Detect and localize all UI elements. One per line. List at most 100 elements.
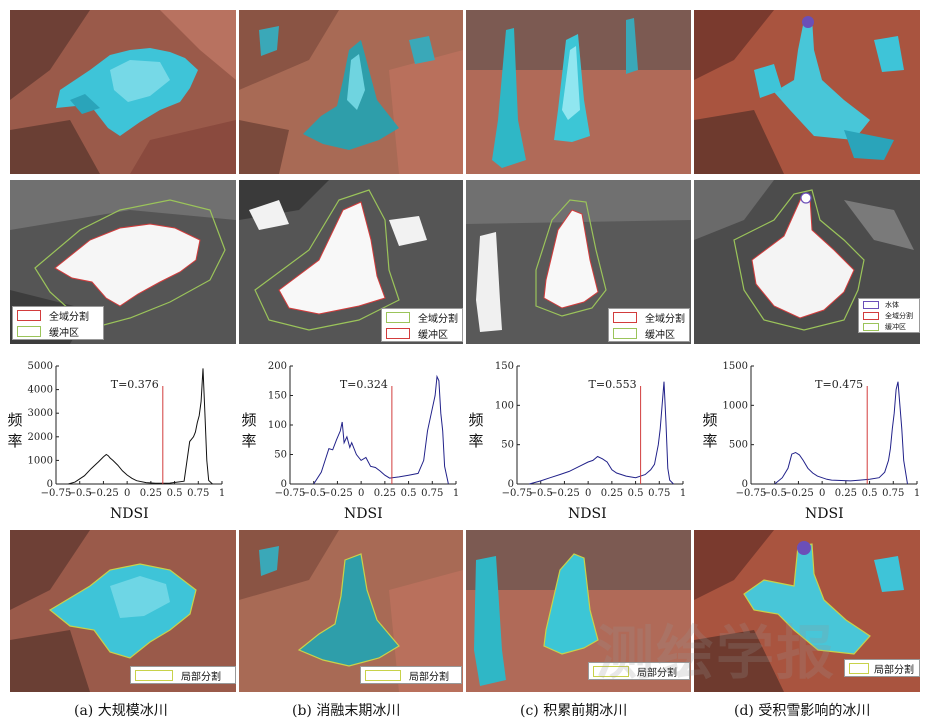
legend-full-seg-label: 全域分割 xyxy=(49,311,89,323)
hist-a-xlabel: NDSI xyxy=(110,506,149,522)
x-tick-label: 0.5 xyxy=(862,488,878,499)
full-seg-swatch xyxy=(863,311,879,320)
y-tick-label: 1000 xyxy=(723,400,748,411)
legend-c-local: 局部分割 xyxy=(588,662,690,680)
caption-b: (b) 消融末期冰川 xyxy=(292,703,401,719)
y-tick-label: 0 xyxy=(281,479,287,490)
y-tick-label: 100 xyxy=(268,420,287,431)
threshold-label: T=0.553 xyxy=(589,378,637,391)
histogram-a-svg: 0 1000 2000 3000 4000 5000 −0.75−0.5−0.25 0 0.25… xyxy=(28,361,226,499)
x-tick-label: 0.75 xyxy=(648,488,670,499)
buffer-swatch xyxy=(613,327,637,339)
x-tick-label: −0.5 xyxy=(763,488,787,499)
x-tick-label: 0 xyxy=(124,488,130,499)
legend-a-segmentation: 全域分割 缓冲区 xyxy=(12,306,104,340)
y-tick-label: 150 xyxy=(495,361,514,372)
caption-a: (a) 大规模冰川 xyxy=(74,703,168,719)
x-tick-label: −0.25 xyxy=(783,488,814,499)
legend-local-seg-label: 局部分割 xyxy=(181,671,221,683)
y-tick-label: 50 xyxy=(274,450,287,461)
buffer-swatch xyxy=(863,322,879,331)
legend-local-seg-label: 局部分割 xyxy=(874,664,914,676)
ndsi-frequency-line xyxy=(68,368,213,485)
legend-local-seg-label: 局部分割 xyxy=(409,671,449,683)
watermark: 测绘学报 xyxy=(596,619,837,687)
x-tick-label: 0.25 xyxy=(374,488,396,499)
image-a-false-color xyxy=(10,10,236,174)
x-tick-label: 1 xyxy=(453,488,459,499)
image-d-false-color xyxy=(694,10,920,174)
legend-water-label: 水体 xyxy=(885,300,899,309)
histogram-c: 0 50 100 150 −0.75 −0.5 −0.25 0 0.25 0.5 0.75 1 T=0.… xyxy=(483,358,688,503)
x-tick-label: 0.25 xyxy=(835,488,857,499)
x-tick-label: −0.75 xyxy=(41,488,72,499)
x-tick-label: −0.75 xyxy=(275,488,306,499)
full-seg-swatch xyxy=(17,309,41,321)
x-tick-label: −0.5 xyxy=(529,488,553,499)
x-tick-label: −0.25 xyxy=(549,488,580,499)
legend-buffer-label: 缓冲区 xyxy=(645,329,675,341)
local-seg-swatch xyxy=(593,665,629,677)
x-tick-label: 0.75 xyxy=(187,488,209,499)
legend-full-seg-label: 全域分割 xyxy=(645,313,685,325)
local-seg-swatch xyxy=(365,669,401,681)
y-tick-label: 1500 xyxy=(723,361,748,372)
image-c-false-color xyxy=(466,10,691,174)
x-tick-label: 0 xyxy=(358,488,364,499)
x-tick-label: 1 xyxy=(914,488,920,499)
histogram-d: 0 500 1000 1500 −0.75 −0.5 −0.25 0 0.25 0.5 0.75 1 T… xyxy=(717,358,922,503)
hist-b-xlabel: NDSI xyxy=(344,506,383,522)
full-seg-swatch xyxy=(613,311,637,323)
x-tick-label: 1 xyxy=(219,488,225,499)
legend-full-seg-label: 全域分割 xyxy=(418,313,458,325)
buffer-swatch xyxy=(17,325,41,337)
ndsi-frequency-line xyxy=(774,381,908,485)
hist-c-ylabel: 频率 xyxy=(468,411,484,450)
legend-buffer-label: 缓冲区 xyxy=(49,327,79,339)
y-tick-label: 3000 xyxy=(28,408,53,419)
y-tick-label: 500 xyxy=(729,440,748,451)
image-b-false-color xyxy=(239,10,463,174)
y-tick-label: 0 xyxy=(508,479,514,490)
threshold-label: T=0.376 xyxy=(111,378,159,391)
y-tick-label: 5000 xyxy=(28,361,53,372)
caption-c: (c) 积累前期冰川 xyxy=(520,703,628,719)
local-seg-swatch xyxy=(135,669,173,681)
full-seg-swatch xyxy=(386,327,410,339)
threshold-label: T=0.475 xyxy=(815,378,863,391)
x-tick-label: 0.25 xyxy=(140,488,162,499)
water-swatch xyxy=(863,300,879,309)
histogram-b: 0 50 100 150 200 −0.75 −0.5 −0.25 0 0.25 0.5 0.75 1 T… xyxy=(256,358,461,503)
x-tick-label: −0.25 xyxy=(88,488,119,499)
x-tick-label: 0.5 xyxy=(628,488,644,499)
legend-local-seg-label: 局部分割 xyxy=(637,667,677,679)
histogram-a: 0 1000 2000 3000 4000 5000 −0.75 −0.5 −0.25 0 0.25… xyxy=(22,358,227,503)
x-tick-label: 0.75 xyxy=(421,488,443,499)
y-tick-label: 0 xyxy=(47,479,53,490)
legend-a-local: 局部分割 xyxy=(130,666,236,684)
buffer-swatch xyxy=(386,311,410,323)
y-tick-label: 4000 xyxy=(28,385,53,396)
x-tick-label: −0.75 xyxy=(736,488,767,499)
local-seg-swatch xyxy=(849,662,869,674)
x-tick-label: 0.25 xyxy=(601,488,623,499)
x-tick-label: 0 xyxy=(585,488,591,499)
ndsi-frequency-line xyxy=(313,374,449,485)
image-b-local-segmentation xyxy=(239,530,463,692)
hist-d-xlabel: NDSI xyxy=(805,506,844,522)
x-tick-label: −0.75 xyxy=(502,488,533,499)
x-tick-label: 0 xyxy=(819,488,825,499)
threshold-label: T=0.324 xyxy=(340,378,388,391)
x-tick-label: 1 xyxy=(680,488,686,499)
y-tick-label: 200 xyxy=(268,361,287,372)
y-tick-label: 100 xyxy=(495,400,514,411)
x-tick-label: 0.75 xyxy=(882,488,904,499)
x-tick-label: −0.25 xyxy=(322,488,353,499)
legend-buffer-label: 缓冲区 xyxy=(418,329,448,341)
legend-b-segmentation: 全域分割 缓冲区 xyxy=(381,308,463,342)
caption-d: (d) 受积雪影响的冰川 xyxy=(734,703,871,719)
histogram-d-svg: 0 500 1000 1500 −0.75−0.5−0.25 0 0.25 0.5 0.75 1 T… xyxy=(723,361,921,499)
legend-d-segmentation: 水体 全域分割 缓冲区 xyxy=(858,298,920,333)
legend-c-segmentation: 全域分割 缓冲区 xyxy=(608,308,690,342)
y-tick-label: 150 xyxy=(268,391,287,402)
